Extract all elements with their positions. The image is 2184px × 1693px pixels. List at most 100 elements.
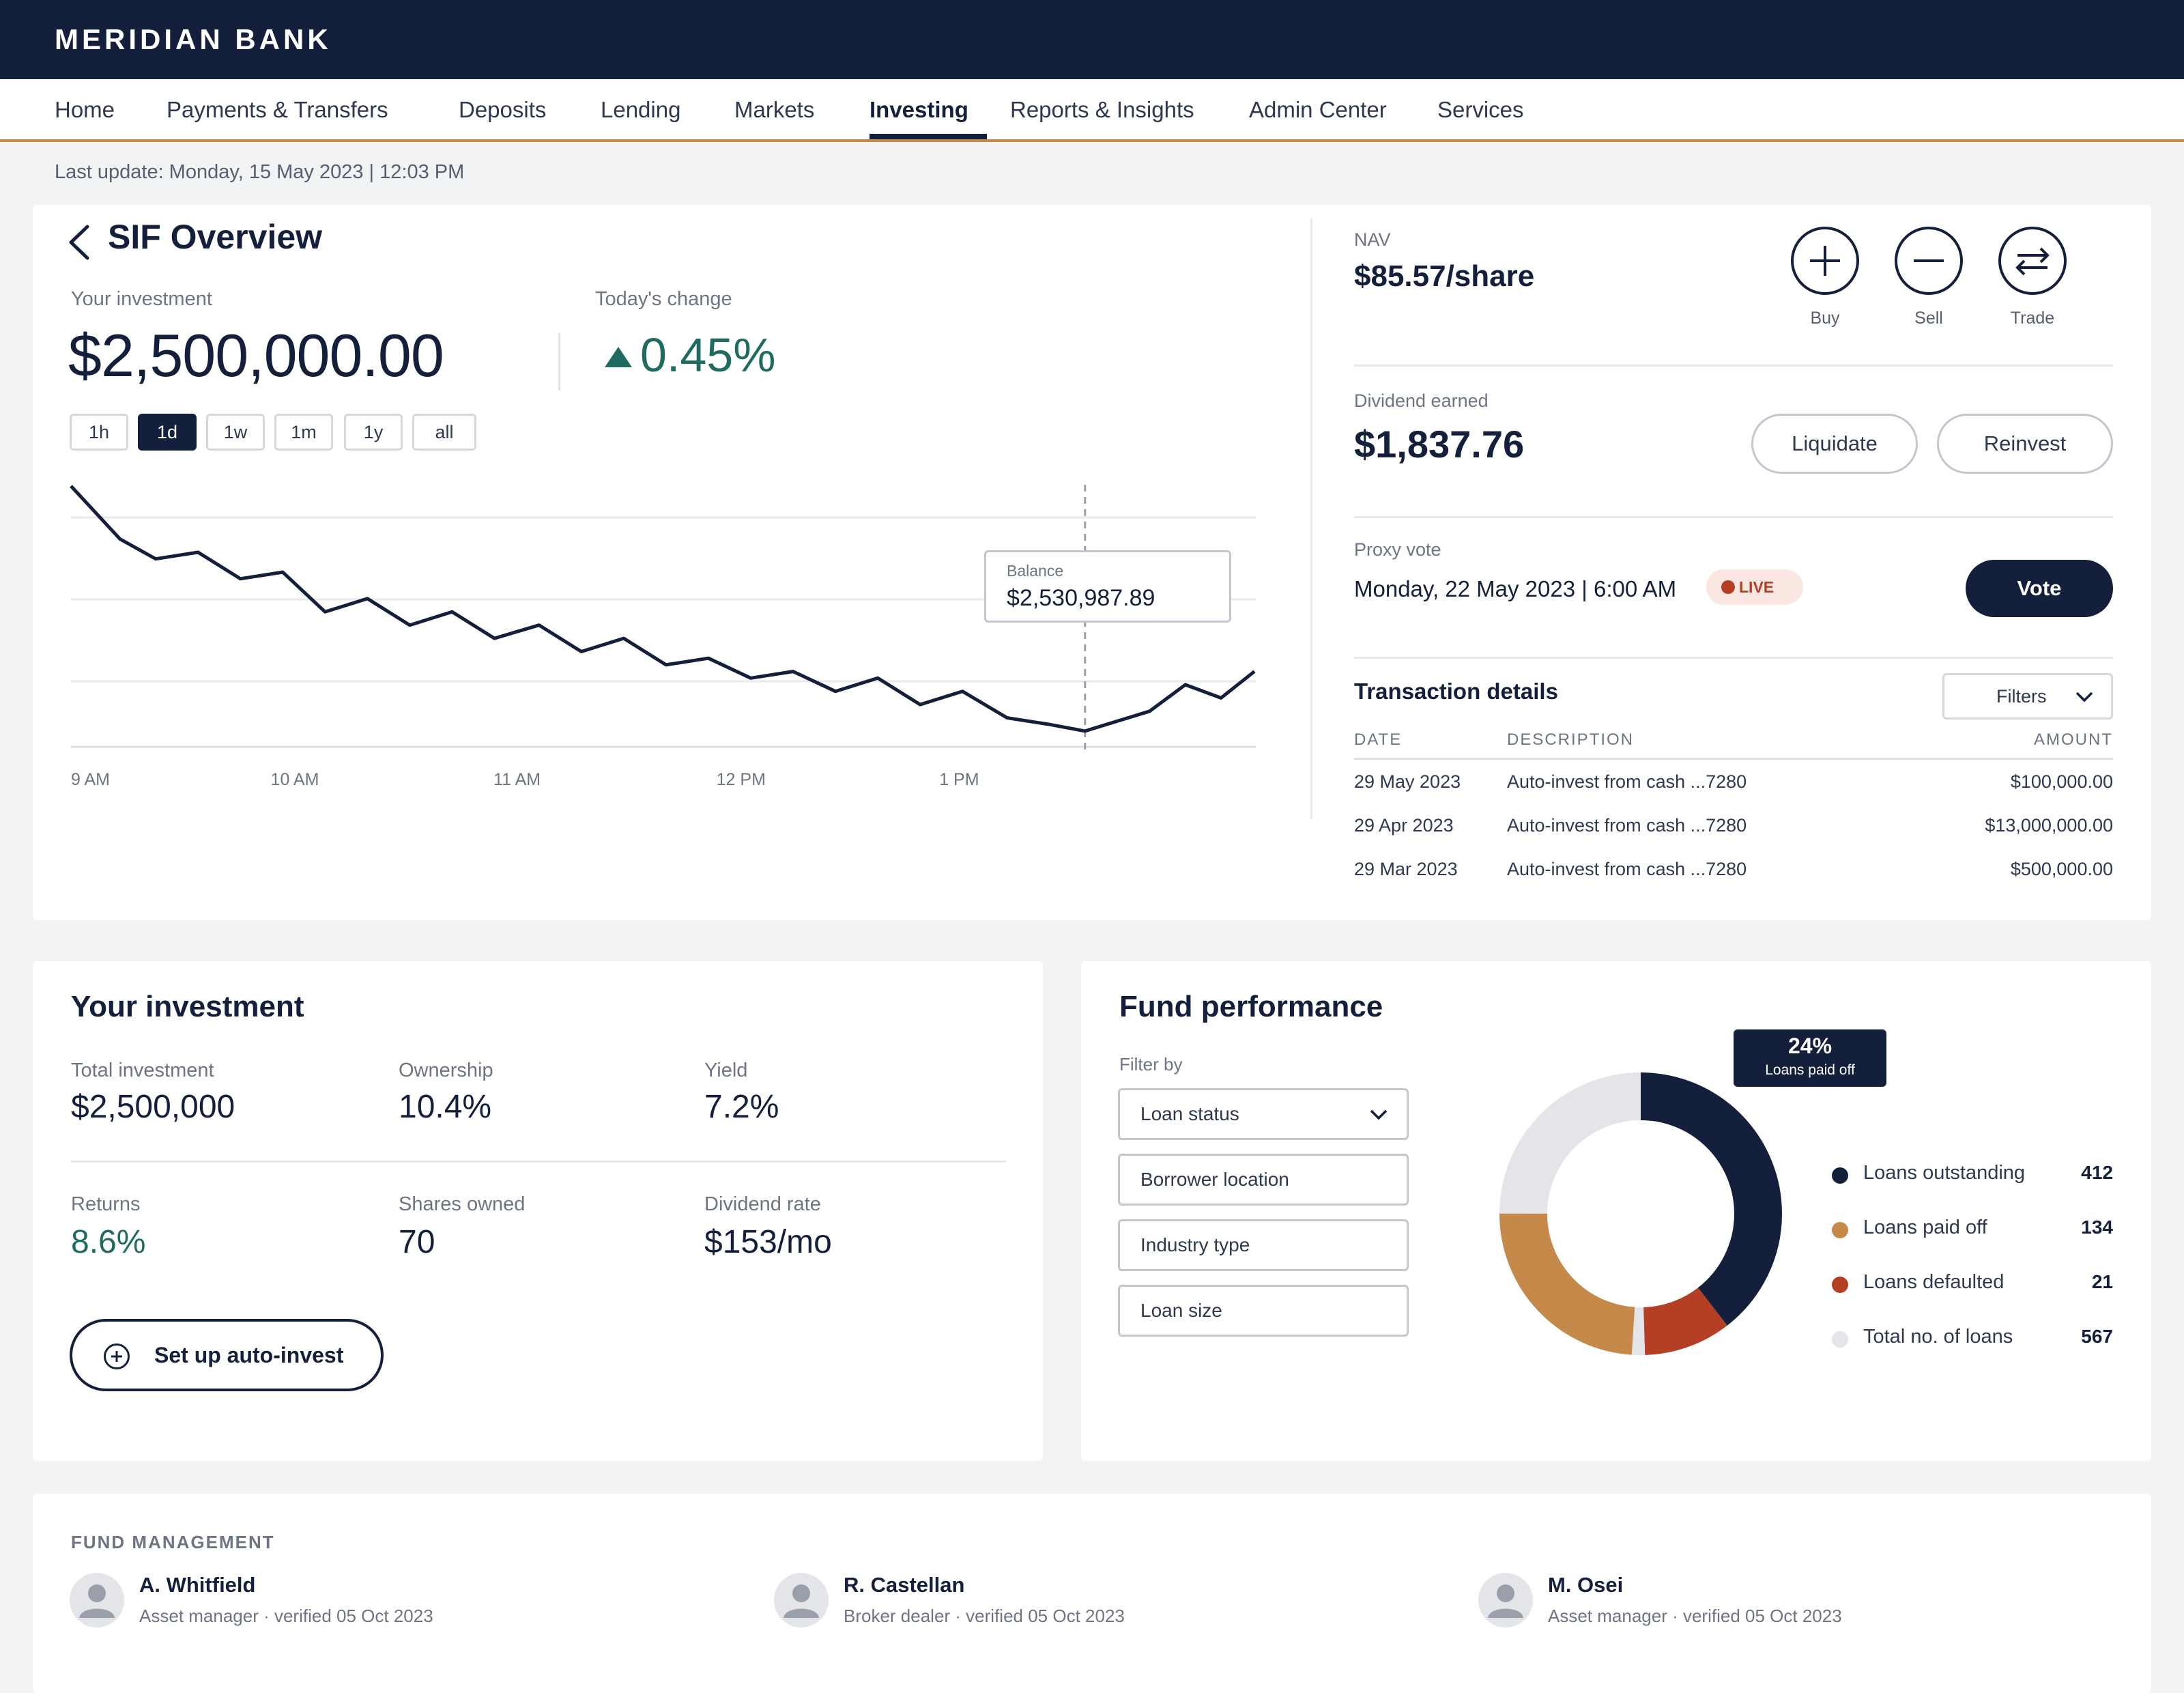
- range-1d[interactable]: 1d: [138, 414, 197, 451]
- avatar: [774, 1573, 829, 1627]
- buy-button[interactable]: [1791, 227, 1859, 295]
- range-1w[interactable]: 1w: [206, 414, 265, 451]
- legend-value: 134: [2081, 1217, 2113, 1238]
- legend-value: 21: [2091, 1271, 2113, 1292]
- brand-logo[interactable]: MERIDIAN BANK: [55, 23, 332, 55]
- nav-markets[interactable]: Markets: [734, 97, 815, 122]
- balance-tooltip: Balance $2,530,987.89: [984, 550, 1231, 623]
- dividend-value: $1,837.76: [1354, 423, 1525, 466]
- person-name[interactable]: R. Castellan: [844, 1573, 965, 1597]
- nav-deposits[interactable]: Deposits: [459, 97, 547, 122]
- person-name[interactable]: A. Whitfield: [139, 1573, 256, 1597]
- investment-label: Your investment: [71, 288, 212, 310]
- dividend-label: Dividend earned: [1354, 390, 1489, 411]
- separator: [1354, 365, 2113, 367]
- fund-performance-card: Fund performance Filter by Loan status B…: [1081, 961, 2151, 1461]
- live-badge-text: LIVE: [1739, 578, 1774, 596]
- loan-status-select[interactable]: Loan status: [1118, 1088, 1409, 1140]
- legend-label: Loans outstanding: [1863, 1162, 2026, 1184]
- loans-donut-chart[interactable]: [1491, 1064, 1791, 1364]
- liquidate-button[interactable]: Liquidate: [1751, 414, 1918, 474]
- col-description-header: DESCRIPTION: [1507, 730, 1635, 749]
- range-1y[interactable]: 1y: [344, 414, 403, 451]
- filters-label: Filters: [1996, 686, 2047, 707]
- proxy-date: Monday, 22 May 2023 | 6:00 AM: [1354, 576, 1677, 601]
- stat-label: Returns: [71, 1193, 141, 1215]
- stat-value: 10.4%: [399, 1089, 492, 1125]
- nav-label: NAV: [1354, 229, 1391, 250]
- donut-slice[interactable]: [1499, 1072, 1782, 1355]
- nav-lending[interactable]: Lending: [601, 97, 681, 122]
- vote-button[interactable]: Vote: [1966, 560, 2113, 617]
- nav-investing[interactable]: Investing: [870, 97, 968, 122]
- industry-type-select[interactable]: Industry type: [1118, 1219, 1409, 1271]
- performance-title: Fund performance: [1119, 990, 1383, 1023]
- donut-slice[interactable]: [1499, 1072, 1782, 1355]
- back-arrow-icon[interactable]: [61, 223, 96, 262]
- separator: [1354, 758, 2113, 760]
- person-icon: [1488, 1584, 1523, 1618]
- nav-payments[interactable]: Payments & Transfers: [167, 97, 388, 122]
- nav-active-indicator: [870, 134, 987, 139]
- fund-management-title: FUND MANAGEMENT: [71, 1532, 275, 1552]
- stat-label: Yield: [704, 1059, 748, 1081]
- nav-admin[interactable]: Admin Center: [1249, 97, 1387, 122]
- page-title: SIF Overview: [108, 218, 323, 256]
- legend-dot: [1832, 1167, 1848, 1184]
- range-all[interactable]: all: [412, 414, 476, 451]
- balance-line-chart[interactable]: 9 AM 10 AM 11 AM 12 PM 1 PM: [33, 205, 1302, 819]
- person-role: Asset manager · verified 05 Oct 2023: [139, 1606, 433, 1626]
- panel-divider: [1310, 218, 1312, 819]
- stat-label: Ownership: [399, 1059, 493, 1081]
- person-name[interactable]: M. Osei: [1548, 1573, 1624, 1597]
- top-bar: MERIDIAN BANK: [0, 0, 2184, 79]
- row-description: Auto-invest from cash ...7280: [1507, 859, 1747, 879]
- borrower-location-select[interactable]: Borrower location: [1118, 1154, 1409, 1206]
- live-dot-icon: [1721, 580, 1735, 594]
- legend-label: Total no. of loans: [1863, 1326, 2013, 1348]
- range-1m[interactable]: 1m: [274, 414, 333, 451]
- filter-by-label: Filter by: [1119, 1054, 1183, 1075]
- legend-label: Loans defaulted: [1863, 1271, 2005, 1293]
- legend-dot: [1832, 1222, 1848, 1238]
- auto-invest-button[interactable]: Set up auto-invest: [70, 1319, 384, 1391]
- x-tick-label: 10 AM: [271, 770, 319, 789]
- stat-label: Total investment: [71, 1059, 214, 1081]
- row-description: Auto-invest from cash ...7280: [1507, 771, 1747, 792]
- reinvest-button[interactable]: Reinvest: [1937, 414, 2113, 474]
- x-tick-label: 12 PM: [717, 770, 766, 789]
- sell-button[interactable]: [1895, 227, 1963, 295]
- transactions-title: Transaction details: [1354, 679, 1558, 704]
- live-badge: LIVE: [1706, 569, 1803, 605]
- stat-value: 70: [399, 1224, 435, 1260]
- stat-value: $2,500,000: [71, 1089, 235, 1125]
- range-1h[interactable]: 1h: [70, 414, 128, 451]
- legend-value: 567: [2081, 1326, 2113, 1347]
- sell-label: Sell: [1914, 309, 1943, 328]
- separator: [1354, 516, 2113, 518]
- change-value: 0.45%: [640, 328, 776, 382]
- nav-reports[interactable]: Reports & Insights: [1010, 97, 1194, 122]
- legend-dot: [1832, 1277, 1848, 1293]
- trade-button[interactable]: [1998, 227, 2067, 295]
- stat-value: $153/mo: [704, 1224, 832, 1260]
- loan-size-select[interactable]: Loan size: [1118, 1285, 1409, 1337]
- filters-dropdown[interactable]: Filters: [1942, 673, 2113, 720]
- nav-home[interactable]: Home: [55, 97, 115, 122]
- buy-label: Buy: [1810, 309, 1840, 328]
- main-nav: Home Payments & Transfers Deposits Lendi…: [0, 79, 2184, 142]
- overview-card: SIF Overview Your investment $2,500,000.…: [33, 205, 2151, 920]
- stat-label: Shares owned: [399, 1193, 526, 1215]
- plus-circle-icon: [104, 1343, 130, 1369]
- chevron-down-icon: [1370, 1109, 1388, 1120]
- nav-services[interactable]: Services: [1437, 97, 1524, 122]
- tooltip-label: Balance: [1007, 562, 1064, 580]
- row-date: 29 Mar 2023: [1354, 859, 1458, 879]
- donut-slice[interactable]: [1499, 1072, 1782, 1355]
- stat-value: 7.2%: [704, 1089, 779, 1125]
- auto-invest-label: Set up auto-invest: [154, 1343, 344, 1367]
- balance-series-line: [70, 485, 1256, 733]
- select-label: Loan status: [1140, 1103, 1239, 1124]
- x-tick-label: 9 AM: [71, 770, 110, 789]
- row-description: Auto-invest from cash ...7280: [1507, 815, 1747, 836]
